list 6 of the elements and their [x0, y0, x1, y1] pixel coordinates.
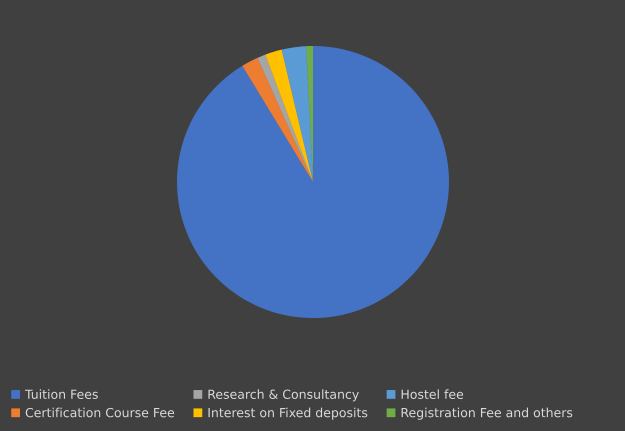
legend-label: Registration Fee and others [402, 408, 572, 420]
legend-label: Interest on Fixed deposits [208, 408, 368, 420]
legend-label: Hostel fee [402, 389, 464, 399]
legend-label: Certification Course Fee [26, 408, 174, 418]
legend-label: Tuition Fees [24, 389, 98, 399]
legend-label: Research & Consultancy [208, 389, 359, 402]
